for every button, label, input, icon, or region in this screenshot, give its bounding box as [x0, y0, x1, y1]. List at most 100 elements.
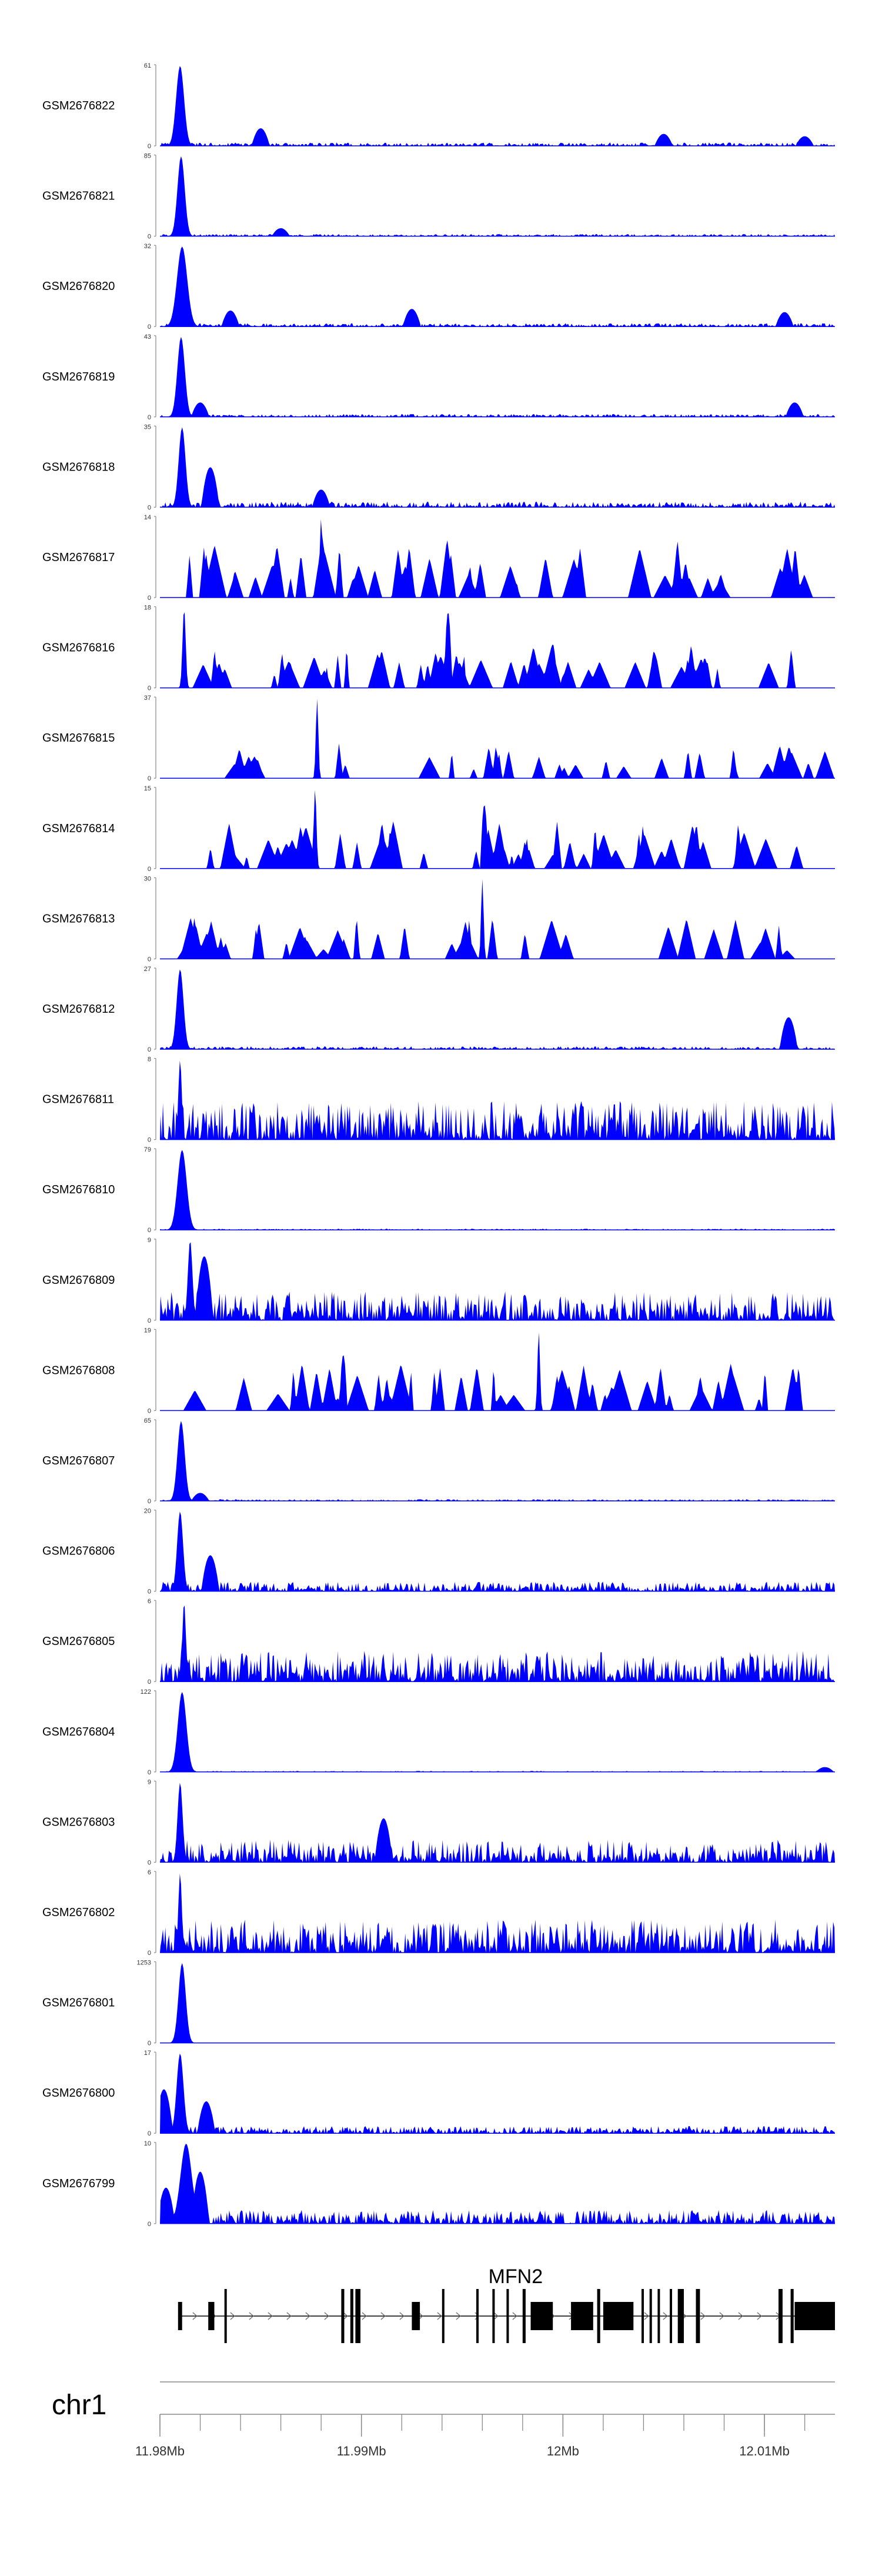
- strand-arrow: [268, 2312, 273, 2320]
- chromosome-track: chr1: [52, 2381, 835, 2421]
- track-ymin-label: 0: [148, 956, 151, 963]
- coverage-area: [160, 1963, 835, 2043]
- genome-axis: 11.98Mb 11.99Mb 12Mb 12.01Mb: [135, 2414, 835, 2458]
- strand-arrow: [719, 2312, 724, 2320]
- gene-exon: [224, 2289, 227, 2343]
- track-ymin-label: 0: [148, 143, 151, 150]
- gene-exon: [492, 2289, 495, 2343]
- track-ymax-label: 14: [144, 514, 151, 521]
- gene-exon: [779, 2289, 783, 2343]
- track-ymax-label: 35: [144, 423, 151, 431]
- track-GSM2676807: GSM2676807 65 0: [42, 1417, 835, 1505]
- track-ymin-label: 0: [148, 685, 151, 692]
- chromosome-label: chr1: [52, 2390, 106, 2421]
- track-GSM2676820: GSM2676820 32 0: [42, 243, 835, 331]
- track-ymax-label: 65: [144, 1417, 151, 1424]
- track-GSM2676801: GSM2676801 1253 0: [42, 1960, 835, 2047]
- track-ymin-label: 0: [148, 2040, 151, 2047]
- strand-arrow: [493, 2312, 499, 2320]
- track-label: GSM2676820: [42, 280, 115, 293]
- track-GSM2676809: GSM2676809 9 0: [42, 1237, 835, 1324]
- track-ymax-label: 27: [144, 966, 151, 973]
- track-ymax-label: 30: [144, 875, 151, 882]
- track-ymin-label: 0: [148, 1407, 151, 1414]
- track-ymin-label: 0: [148, 504, 151, 511]
- gene-exon: [178, 2302, 182, 2330]
- track-label: GSM2676809: [42, 1274, 115, 1287]
- track-GSM2676819: GSM2676819 43 0: [42, 333, 835, 421]
- gene-exon: [355, 2289, 360, 2343]
- coverage-area: [160, 2144, 835, 2224]
- gene-exon: [341, 2289, 345, 2343]
- track-GSM2676814: GSM2676814 15 0: [42, 785, 835, 873]
- track-ymax-label: 6: [148, 1598, 151, 1605]
- gene-exon: [677, 2289, 684, 2343]
- track-ymin-label: 0: [148, 595, 151, 602]
- gene-exon: [790, 2289, 794, 2343]
- strand-arrow: [362, 2312, 367, 2320]
- track-GSM2676808: GSM2676808 19 0: [42, 1327, 835, 1414]
- track-GSM2676812: GSM2676812 27 0: [42, 966, 835, 1053]
- strand-arrow: [456, 2312, 461, 2320]
- track-GSM2676803: GSM2676803 9 0: [42, 1778, 835, 1866]
- coverage-area: [160, 66, 835, 146]
- coverage-area: [160, 1150, 835, 1230]
- track-ymin-label: 0: [148, 414, 151, 421]
- track-ymax-label: 1253: [137, 1960, 151, 1967]
- track-ymax-label: 122: [141, 1689, 151, 1696]
- coverage-area: [160, 1242, 835, 1320]
- track-GSM2676821: GSM2676821 85 0: [42, 153, 835, 241]
- track-ymax-label: 20: [144, 1508, 151, 1515]
- track-label: GSM2676811: [42, 1093, 114, 1106]
- gene-exon: [649, 2289, 652, 2343]
- track-ymin-label: 0: [148, 2221, 151, 2228]
- coverage-area: [160, 699, 835, 779]
- track-ymax-label: 19: [144, 1327, 151, 1334]
- coverage-area: [160, 1873, 835, 1953]
- axis-tick-label: 11.99Mb: [337, 2444, 386, 2458]
- track-ymin-label: 0: [148, 1137, 151, 1144]
- strand-arrow: [305, 2312, 310, 2320]
- track-label: GSM2676815: [42, 732, 115, 745]
- strand-arrow: [380, 2312, 386, 2320]
- gene-exon: [657, 2289, 660, 2343]
- track-label: GSM2676822: [42, 99, 115, 112]
- coverage-area: [160, 519, 835, 598]
- track-GSM2676813: GSM2676813 30 0: [42, 875, 835, 963]
- track-ymax-label: 10: [144, 2140, 151, 2147]
- track-label: GSM2676810: [42, 1183, 115, 1196]
- strand-arrow: [418, 2312, 423, 2320]
- track-ymin-label: 0: [148, 1498, 151, 1505]
- coverage-area: [160, 1421, 835, 1501]
- gene-exon: [442, 2289, 445, 2343]
- track-label: GSM2676807: [42, 1454, 115, 1467]
- coverage-area: [160, 1060, 835, 1140]
- axis-tick-label: 11.98Mb: [135, 2444, 185, 2458]
- track-label: GSM2676817: [42, 551, 115, 564]
- axis-tick-label: 12.01Mb: [739, 2444, 790, 2458]
- coverage-area: [160, 427, 835, 508]
- coverage-area: [160, 612, 835, 688]
- strand-arrow: [249, 2312, 254, 2320]
- coverage-area: [160, 790, 835, 869]
- gene-exon: [412, 2302, 420, 2330]
- track-ymax-label: 17: [144, 2050, 151, 2057]
- track-ymin-label: 0: [148, 1227, 151, 1234]
- track-label: GSM2676805: [42, 1635, 115, 1648]
- gene-exon: [476, 2289, 479, 2343]
- track-label: GSM2676812: [42, 1003, 115, 1016]
- coverage-area: [160, 879, 835, 959]
- track-ymax-label: 9: [148, 1778, 151, 1786]
- gene-name-label: MFN2: [489, 2265, 543, 2288]
- coverage-area: [160, 1332, 835, 1411]
- track-label: GSM2676819: [42, 371, 115, 383]
- gene-exon: [571, 2302, 593, 2330]
- coverage-tracks: GSM2676822610GSM2676821850GSM2676820320G…: [42, 62, 835, 2228]
- track-ymin-label: 0: [148, 1950, 151, 1957]
- track-ymin-label: 0: [148, 775, 151, 782]
- track-ymax-label: 61: [144, 62, 151, 69]
- track-ymax-label: 79: [144, 1146, 151, 1153]
- track-label: GSM2676814: [42, 822, 115, 835]
- track-ymin-label: 0: [148, 2130, 151, 2137]
- track-GSM2676799: GSM2676799 10 0: [42, 2140, 835, 2228]
